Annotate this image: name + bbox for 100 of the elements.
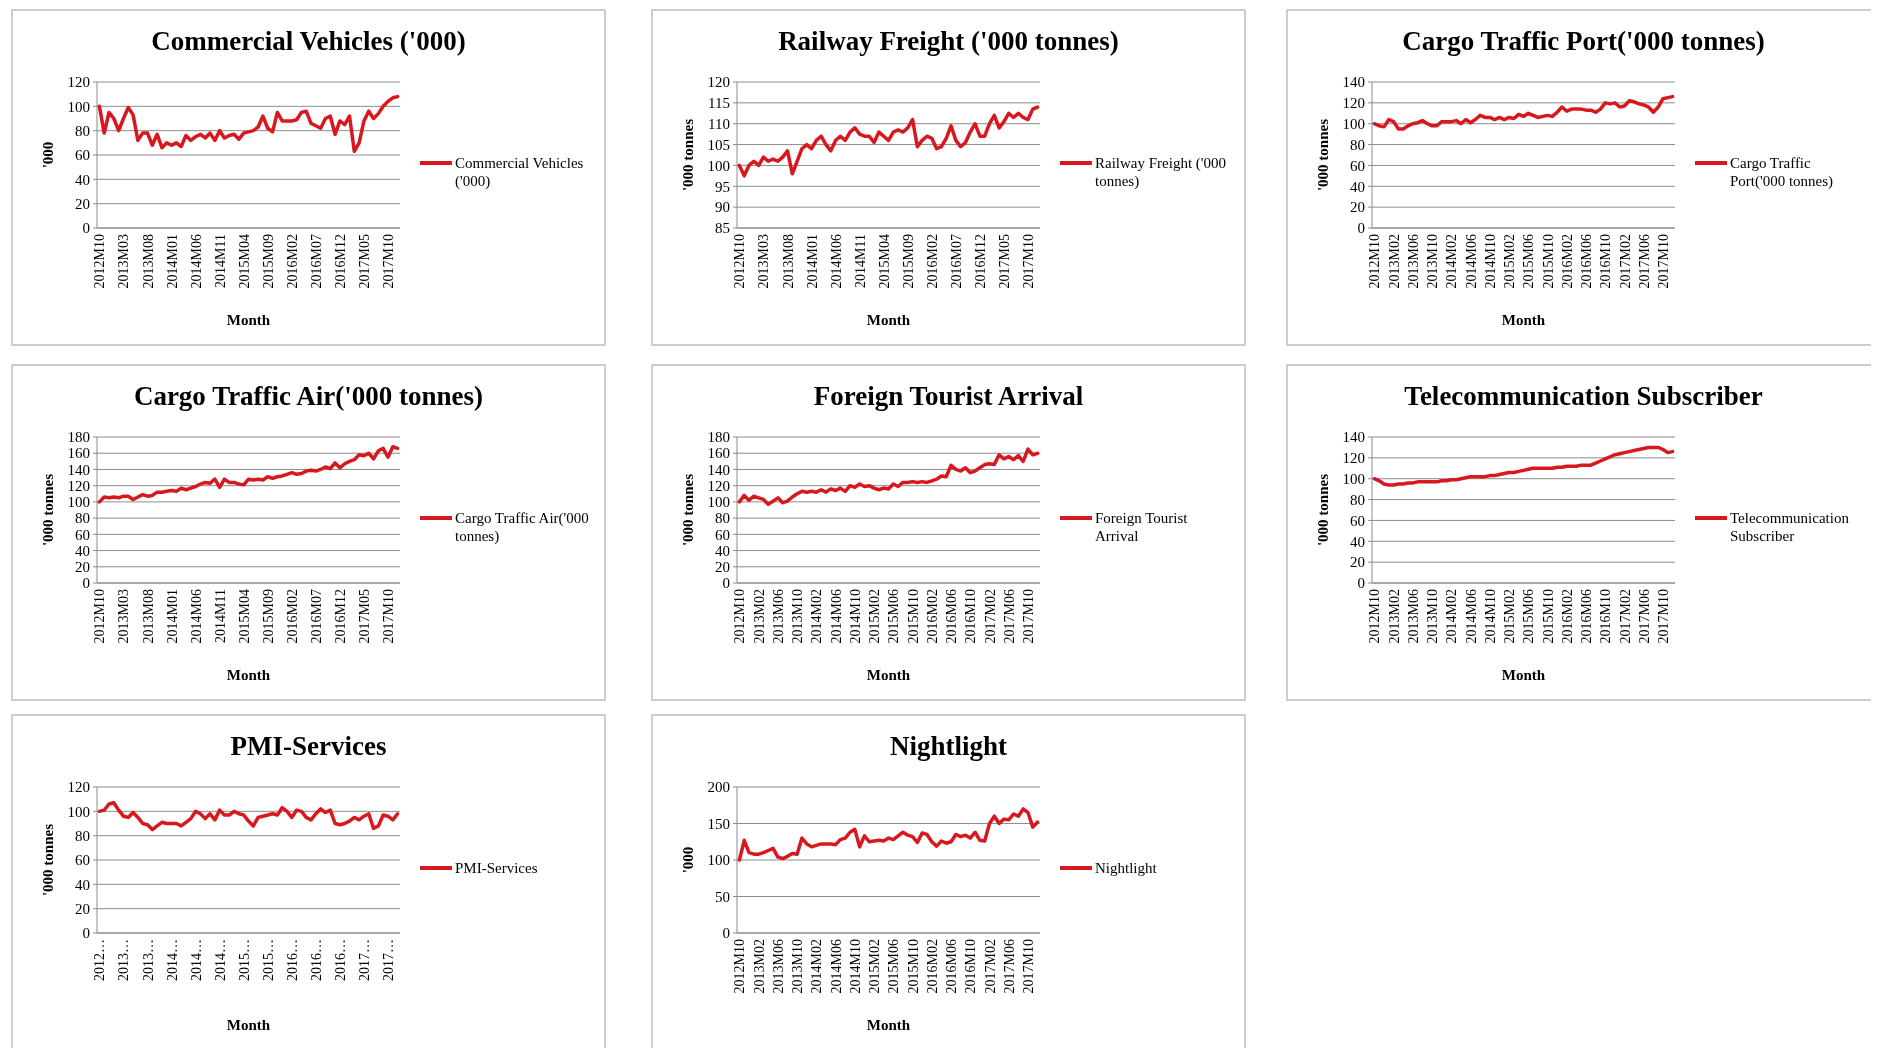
y-tick-label: 120 [67, 779, 90, 796]
legend-label: Railway Freight ('000 tonnes) [1095, 155, 1227, 191]
y-tick-label: 140 [67, 461, 90, 478]
y-tick-label: 0 [722, 575, 730, 592]
y-tick-label: 100 [67, 803, 90, 820]
x-tick-label: 2017M05 [356, 589, 372, 644]
y-axis-title: '000 tonnes [1315, 118, 1331, 192]
x-tick-label: 2013M06 [1405, 234, 1421, 289]
x-tick-label: 2017M10 [380, 589, 396, 644]
y-tick-label: 0 [1357, 220, 1365, 237]
x-tick-label: 2015M10 [1540, 234, 1556, 289]
y-tick-label: 100 [1342, 470, 1365, 487]
y-tick-label: 0 [82, 220, 90, 237]
y-tick-label: 140 [1342, 74, 1365, 91]
chart-title: Foreign Tourist Arrival [813, 381, 1084, 411]
x-tick-label: 2014M01 [804, 234, 820, 289]
x-tick-label: 2016M07 [948, 234, 964, 289]
y-tick-label: 140 [1342, 429, 1365, 446]
x-tick-label: 2016M02 [1559, 234, 1575, 289]
x-tick-label: 2015M02 [1502, 234, 1518, 289]
y-tick-label: 20 [1350, 554, 1365, 571]
x-tick-label: 2015M02 [867, 939, 883, 994]
y-tick-label: 120 [67, 477, 90, 494]
x-axis-title: Month [1501, 312, 1546, 328]
y-tick-label: 0 [722, 925, 730, 942]
x-tick-label: 2012M10 [732, 589, 748, 644]
x-tick-label: 2013M08 [140, 589, 156, 644]
x-tick-label: 2015M10 [905, 589, 921, 644]
x-tick-label: 2014M02 [1444, 234, 1460, 289]
y-tick-label: 40 [1350, 533, 1365, 550]
x-tick-label: 2016M10 [963, 589, 979, 644]
x-tick-label: 2012M10 [732, 234, 748, 289]
y-tick-label: 60 [75, 852, 90, 869]
x-tick-label: 2014M11 [852, 234, 868, 288]
x-tick-label: 2017M06 [1636, 234, 1652, 289]
y-tick-label: 40 [75, 542, 90, 559]
y-tick-label: 80 [75, 122, 90, 139]
x-tick-label: 2016M06 [944, 589, 960, 644]
x-tick-label: 2016… [284, 939, 300, 981]
x-tick-label: 2015M02 [1502, 589, 1518, 644]
x-tick-label: 2013M06 [770, 939, 786, 994]
x-tick-label: 2015M06 [1521, 589, 1537, 644]
x-tick-label: 2014M02 [809, 589, 825, 644]
x-tick-label: 2016M02 [284, 589, 300, 644]
x-tick-label: 2014M10 [847, 589, 863, 644]
y-tick-label: 40 [715, 542, 730, 559]
x-tick-label: 2015M06 [1521, 234, 1537, 289]
x-tick-label: 2017M10 [1020, 589, 1036, 644]
y-tick-label: 80 [75, 827, 90, 844]
x-tick-label: 2013M10 [1425, 234, 1441, 289]
x-tick-label: 2014M11 [212, 589, 228, 643]
x-tick-label: 2017M02 [1617, 234, 1633, 289]
x-tick-label: 2014M10 [1482, 589, 1498, 644]
x-tick-label: 2015M02 [867, 589, 883, 644]
x-tick-label: 2013M02 [751, 589, 767, 644]
x-tick-label: 2017M10 [1020, 234, 1036, 289]
x-tick-label: 2017M06 [1636, 589, 1652, 644]
x-tick-label: 2014… [164, 939, 180, 981]
x-tick-label: 2013M03 [116, 234, 132, 289]
x-tick-label: 2015M10 [1540, 589, 1556, 644]
y-tick-label: 105 [707, 136, 730, 153]
x-tick-label: 2013M08 [140, 234, 156, 289]
y-tick-label: 100 [707, 852, 730, 869]
x-tick-label: 2017M10 [1655, 234, 1671, 289]
y-tick-label: 120 [67, 74, 90, 91]
y-tick-label: 200 [707, 779, 730, 796]
x-tick-label: 2012M10 [1367, 234, 1383, 289]
x-tick-label: 2014M06 [1463, 234, 1479, 289]
x-tick-label: 2017M02 [982, 589, 998, 644]
x-tick-label: 2016M10 [963, 939, 979, 994]
y-tick-label: 80 [1350, 491, 1365, 508]
x-tick-label: 2014… [212, 939, 228, 981]
y-tick-label: 100 [67, 98, 90, 115]
y-tick-label: 110 [708, 115, 730, 132]
x-tick-label: 2014M02 [809, 939, 825, 994]
x-tick-label: 2013M10 [790, 589, 806, 644]
y-tick-label: 100 [707, 157, 730, 174]
x-tick-label: 2014M06 [828, 234, 844, 289]
x-tick-label: 2013M02 [1386, 589, 1402, 644]
x-axis-title: Month [226, 667, 271, 683]
x-tick-label: 2015M06 [886, 939, 902, 994]
x-axis-title: Month [226, 1017, 271, 1033]
y-tick-label: 100 [67, 494, 90, 511]
y-tick-label: 95 [715, 178, 730, 195]
x-tick-label: 2017M06 [1001, 589, 1017, 644]
x-axis-title: Month [866, 312, 911, 328]
x-tick-label: 2012M10 [92, 589, 108, 644]
x-tick-label: 2012M10 [92, 234, 108, 289]
y-tick-label: 115 [708, 95, 730, 112]
x-tick-label: 2016M10 [1598, 234, 1614, 289]
x-tick-label: 2016M10 [1598, 589, 1614, 644]
x-tick-label: 2017M10 [1655, 589, 1671, 644]
legend-label: PMI-Services [455, 860, 538, 877]
x-tick-label: 2016M12 [332, 234, 348, 289]
x-tick-label: 2016M02 [1559, 589, 1575, 644]
x-tick-label: 2016… [332, 939, 348, 981]
x-tick-label: 2016… [308, 939, 324, 981]
x-tick-label: 2013M06 [1405, 589, 1421, 644]
x-tick-label: 2016M06 [944, 939, 960, 994]
x-tick-label: 2013M10 [790, 939, 806, 994]
